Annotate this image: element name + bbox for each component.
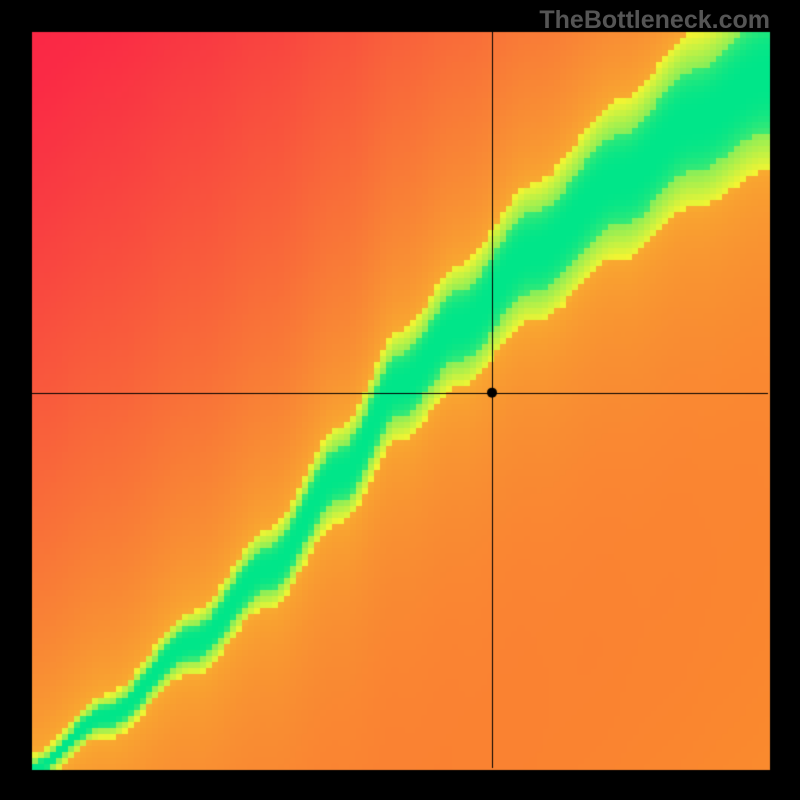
heatmap-canvas bbox=[0, 0, 800, 800]
watermark-text: TheBottleneck.com bbox=[539, 6, 770, 35]
chart-container: TheBottleneck.com bbox=[0, 0, 800, 800]
